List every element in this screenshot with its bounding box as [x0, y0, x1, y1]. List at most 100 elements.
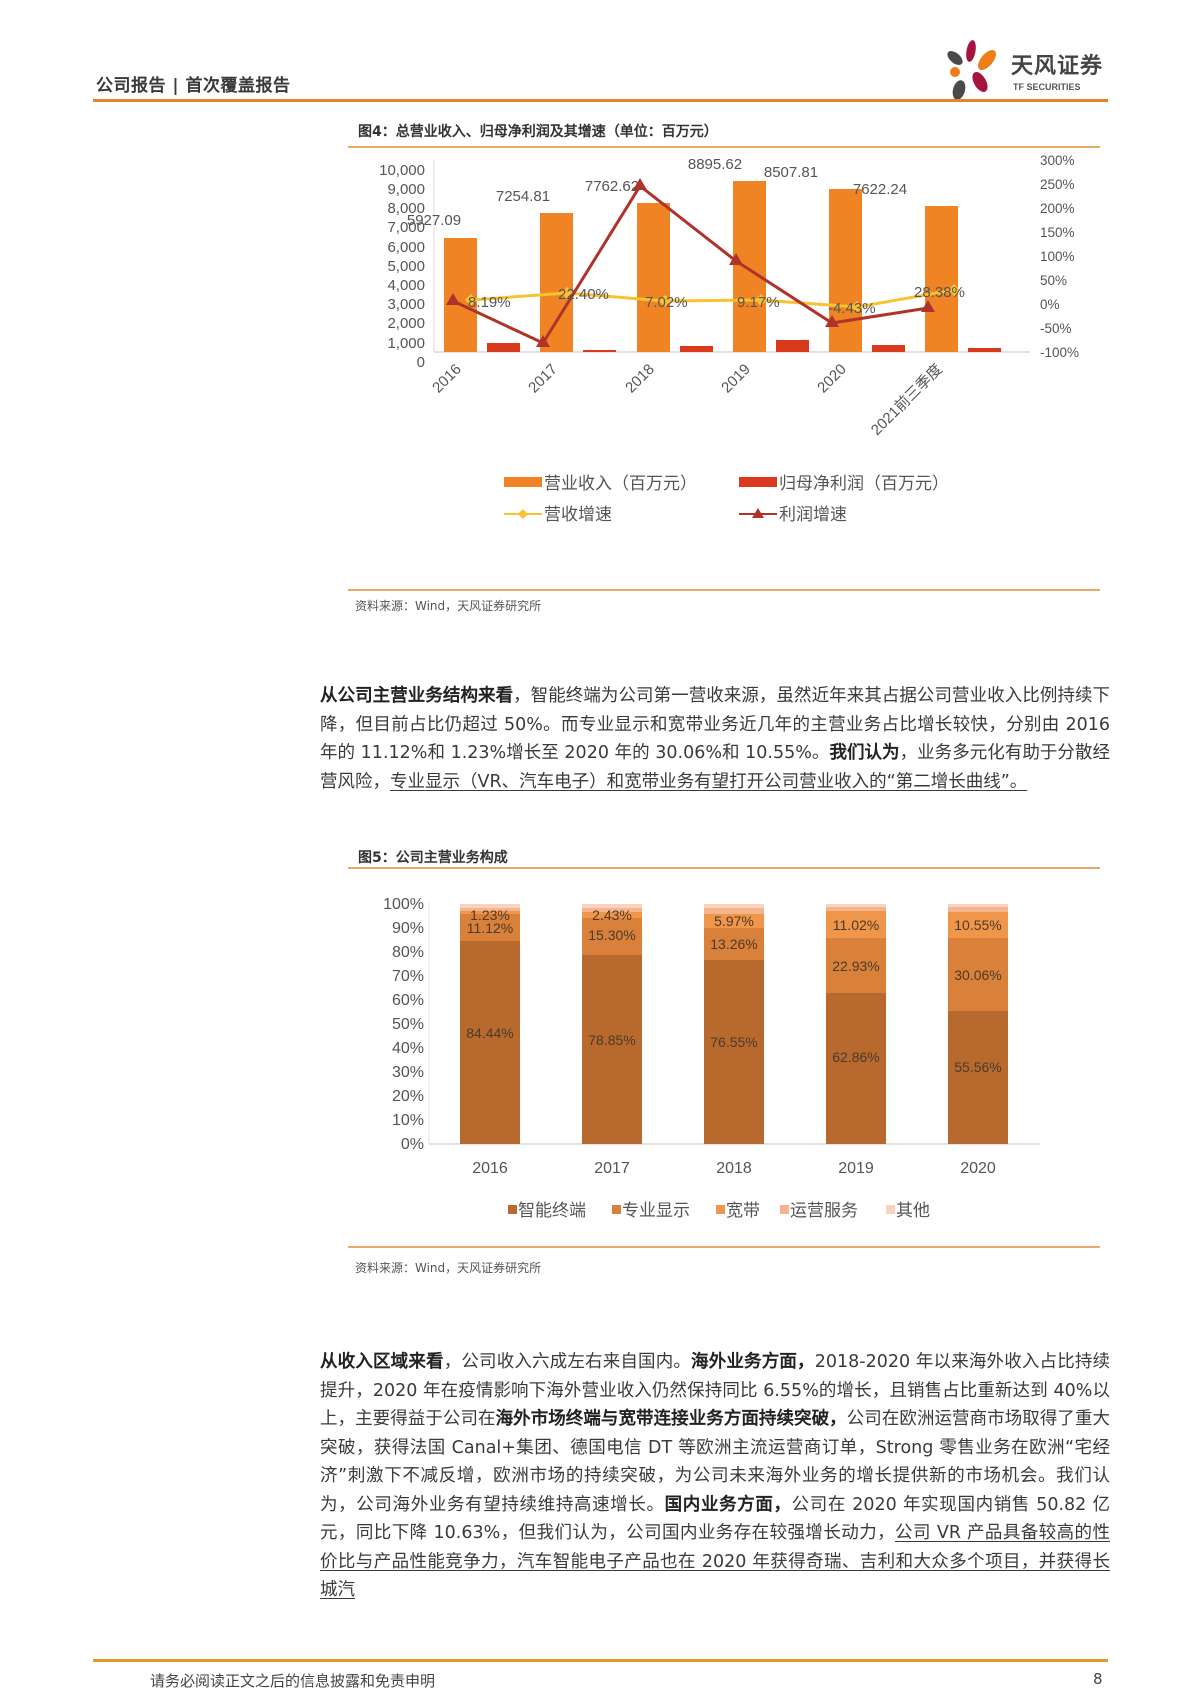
svg-text:0: 0: [417, 354, 425, 371]
figure4-bottom-rule: [348, 589, 1100, 591]
svg-text:8.19%: 8.19%: [468, 294, 511, 311]
svg-text:2016: 2016: [429, 361, 465, 397]
svg-text:22.40%: 22.40%: [558, 286, 609, 303]
revenue-growth-line: [470, 288, 955, 309]
svg-text:10.55%: 10.55%: [954, 917, 1001, 933]
para1-bold-lead: 从公司主营业务结构来看: [320, 686, 514, 706]
svg-text:8,000: 8,000: [387, 200, 425, 217]
figure4-title: 图4：总营业收入、归母净利润及其增速（单位：百万元）: [358, 124, 718, 140]
svg-text:-50%: -50%: [1040, 321, 1072, 336]
stacked-bar-2017: [582, 904, 642, 1144]
svg-text:3,000: 3,000: [387, 296, 425, 313]
svg-text:11.12%: 11.12%: [467, 920, 513, 936]
stacked-bar-2016: [460, 904, 520, 1144]
figure5-y-ticks: 100% 90% 80% 70% 60% 50% 40% 30% 20% 10%…: [383, 896, 424, 1153]
header-divider: [93, 99, 1108, 102]
svg-text:2017: 2017: [594, 1160, 630, 1177]
svg-text:营业收入（百万元）: 营业收入（百万元）: [544, 474, 697, 493]
svg-text:76.55%: 76.55%: [710, 1034, 757, 1050]
svg-text:7254.81: 7254.81: [496, 188, 550, 205]
figure5-source: 资料来源：Wind，天风证券研究所: [355, 1261, 542, 1275]
svg-text:2,000: 2,000: [387, 315, 425, 332]
svg-text:62.86%: 62.86%: [832, 1049, 879, 1065]
figure5-bottom-rule: [348, 1246, 1100, 1248]
svg-text:宽带: 宽带: [726, 1201, 760, 1220]
svg-text:7762.62: 7762.62: [585, 178, 639, 195]
figure4-chart: 10,000 9,000 8,000 7,000 6,000 5,000 4,0…: [379, 153, 1079, 524]
figure4-title-rule: [348, 146, 1100, 148]
svg-text:2018: 2018: [716, 1160, 752, 1177]
revenue-growth-labels: 8.19% 22.40% 7.02% 9.17% -4.43% 28.38%: [468, 284, 965, 317]
logo-text-en: TF SECURITIES: [1013, 82, 1081, 92]
paragraph-revenue-regions: 从收入区域来看，公司收入六成左右来自国内。海外业务方面，2018-2020 年以…: [320, 1352, 1111, 1600]
revenue-bars: [444, 181, 958, 352]
svg-text:7.02%: 7.02%: [645, 294, 688, 311]
flower-logo-icon: [947, 40, 996, 100]
svg-text:0%: 0%: [401, 1136, 424, 1153]
figure5-title-rule: [348, 867, 1100, 869]
svg-text:归母净利润（百万元）: 归母净利润（百万元）: [779, 474, 949, 493]
svg-text:利润增速: 利润增速: [779, 505, 847, 524]
svg-text:10,000: 10,000: [379, 162, 425, 179]
svg-text:20%: 20%: [392, 1088, 424, 1105]
svg-text:40%: 40%: [392, 1040, 424, 1057]
svg-text:5.97%: 5.97%: [714, 913, 754, 929]
svg-text:70%: 70%: [392, 968, 424, 985]
net-profit-bars: [487, 340, 1001, 352]
tf-securities-logo: 天风证券 TF SECURITIES: [945, 38, 1120, 102]
svg-text:5927.09: 5927.09: [407, 212, 461, 229]
para2-underlined-text: 公司 VR 产品具备较高的性价比与产品性能竞争力，汽车智能电子产品也在 2020…: [320, 1523, 1110, 1600]
footer-divider: [93, 1659, 1108, 1662]
figure4-source: 资料来源：Wind，天风证券研究所: [355, 599, 542, 613]
svg-text:2.43%: 2.43%: [592, 907, 632, 923]
stacked-bar-2018: [704, 904, 764, 1144]
figure5-title: 图5：公司主营业务构成: [358, 850, 508, 866]
revenue-value-labels: 5927.09 7254.81 7762.62 8895.62 8507.81 …: [407, 156, 907, 229]
svg-text:9.17%: 9.17%: [737, 294, 780, 311]
svg-text:5,000: 5,000: [387, 258, 425, 275]
figure5-x-labels: 2016 2017 2018 2019 2020: [472, 1160, 996, 1177]
figure5-chart: 100% 90% 80% 70% 60% 50% 40% 30% 20% 10%…: [383, 896, 1040, 1220]
svg-text:专业显示: 专业显示: [622, 1201, 690, 1220]
svg-text:150%: 150%: [1040, 225, 1075, 240]
svg-text:4,000: 4,000: [387, 277, 425, 294]
stacked-bar-2019: [826, 904, 886, 1144]
svg-text:6,000: 6,000: [387, 239, 425, 256]
figure5-legend: 智能终端 专业显示 宽带 运营服务 其他: [508, 1201, 930, 1220]
svg-text:8507.81: 8507.81: [764, 164, 818, 181]
svg-text:7,000: 7,000: [387, 219, 425, 236]
svg-text:7622.24: 7622.24: [853, 181, 907, 198]
svg-text:2018: 2018: [622, 361, 658, 397]
svg-text:0%: 0%: [1040, 297, 1060, 312]
svg-text:80%: 80%: [392, 944, 424, 961]
stacked-bar-2020: [948, 904, 1008, 1144]
right-axis-ticks: 300% 250% 200% 150% 100% 50% 0% -50% -10…: [1040, 153, 1079, 360]
svg-text:300%: 300%: [1040, 153, 1075, 168]
revenue-growth-markers: [465, 284, 960, 313]
svg-text:1,000: 1,000: [387, 335, 425, 352]
svg-text:60%: 60%: [392, 992, 424, 1009]
logo-text-cn: 天风证券: [1011, 54, 1104, 79]
svg-text:50%: 50%: [1040, 273, 1067, 288]
svg-text:15.30%: 15.30%: [588, 927, 635, 943]
svg-text:22.93%: 22.93%: [832, 958, 879, 974]
x-axis-categories: 2016 2017 2018 2019 2020 2021前三季度: [429, 361, 946, 439]
svg-text:28.38%: 28.38%: [914, 284, 965, 301]
svg-text:营收增速: 营收增速: [544, 505, 612, 524]
profit-growth-line: [452, 183, 929, 345]
svg-text:100%: 100%: [1040, 249, 1075, 264]
page-number: 8: [1093, 1670, 1103, 1688]
figure5-value-labels: 84.44% 78.85% 76.55% 62.86% 55.56% 11.12…: [466, 907, 1001, 1075]
svg-text:2016: 2016: [472, 1160, 508, 1177]
svg-text:2020: 2020: [960, 1160, 996, 1177]
footer-disclaimer: 请务必阅读正文之后的信息披露和免责申明: [150, 1672, 436, 1690]
report-header-title: 公司报告 | 首次覆盖报告: [96, 76, 291, 96]
svg-text:78.85%: 78.85%: [588, 1032, 635, 1048]
svg-text:84.44%: 84.44%: [466, 1025, 513, 1041]
svg-text:2017: 2017: [525, 361, 561, 397]
svg-text:30%: 30%: [392, 1064, 424, 1081]
para1-underlined-conclusion: 专业显示（VR、汽车电子）和宽带业务有望打开公司营业收入的“第二增长曲线”。: [390, 771, 1028, 792]
svg-text:55.56%: 55.56%: [954, 1059, 1001, 1075]
svg-text:2020: 2020: [814, 361, 850, 397]
svg-text:-100%: -100%: [1040, 345, 1079, 360]
